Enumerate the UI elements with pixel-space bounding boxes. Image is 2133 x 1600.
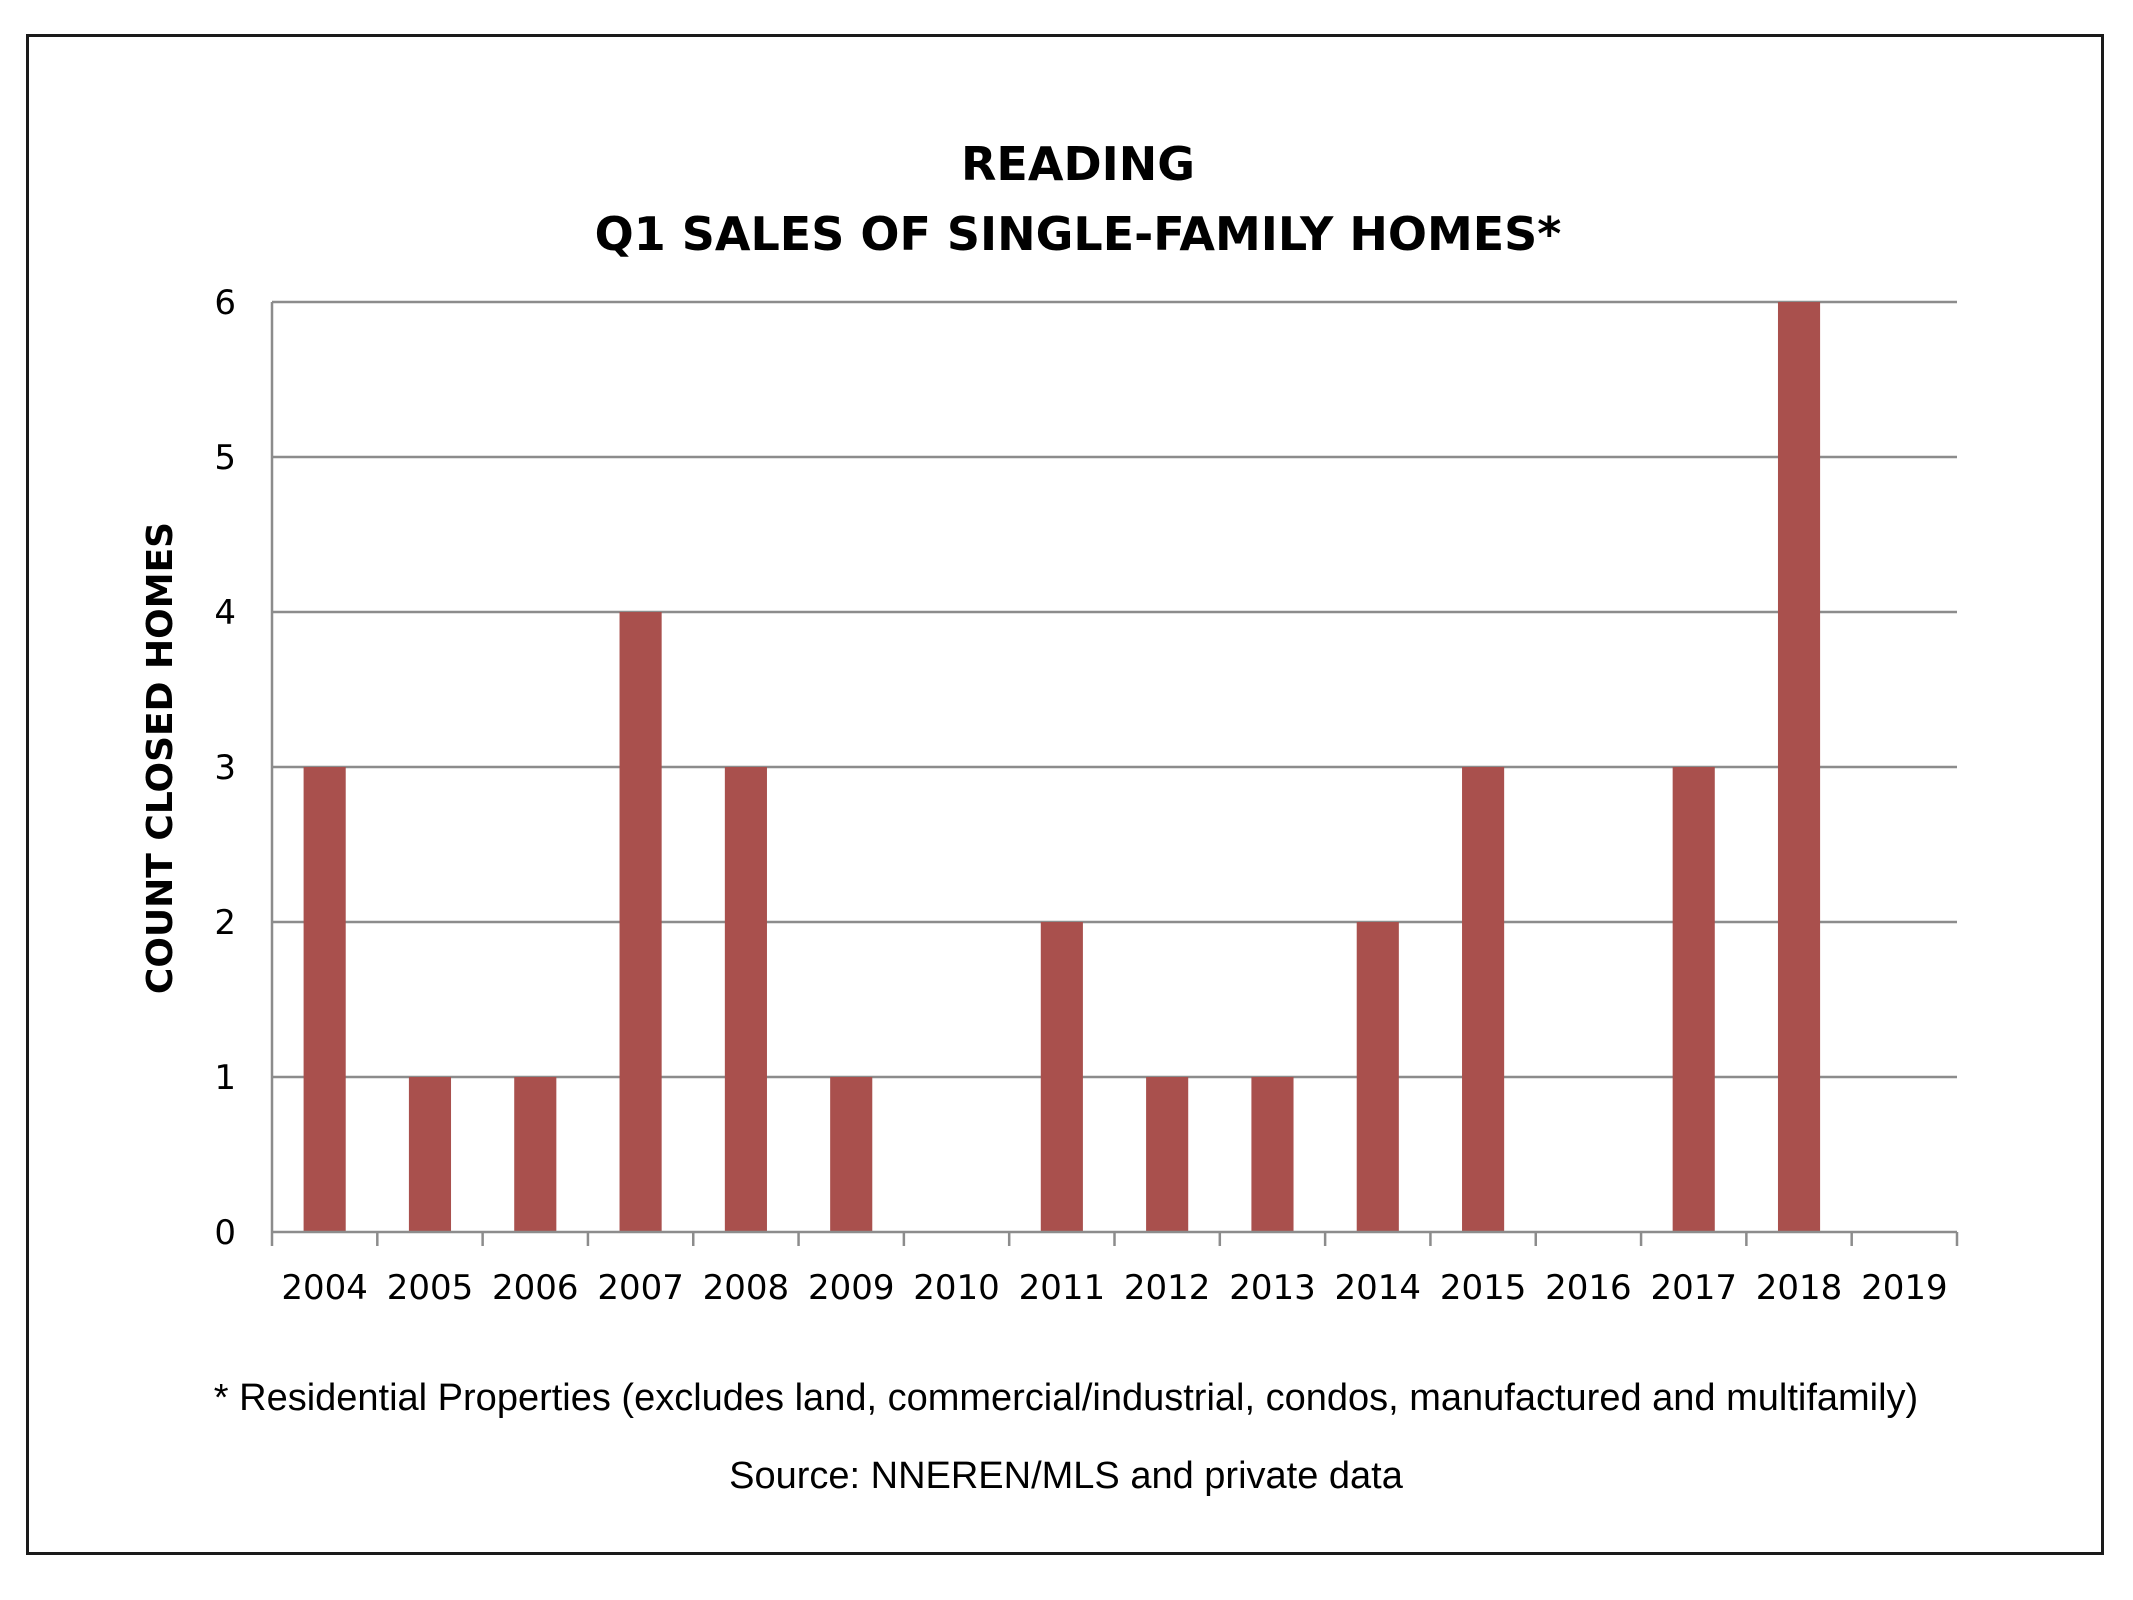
y-tick-label: 4: [214, 593, 236, 633]
x-tick-label: 2009: [808, 1268, 895, 1308]
bar-2012: [1146, 1077, 1189, 1232]
x-tick-label: 2017: [1650, 1268, 1737, 1308]
bar-2018: [1777, 302, 1821, 1232]
x-tick-label: 2013: [1229, 1268, 1316, 1308]
bar-2017: [1672, 767, 1715, 1232]
y-tick-label: 1: [214, 1058, 236, 1098]
x-tick-label: 2018: [1756, 1268, 1843, 1308]
source-note: Source: NNEREN/MLS and private data: [729, 1455, 1404, 1497]
x-tick-label: 2019: [1861, 1268, 1948, 1308]
y-tick-label: 0: [214, 1213, 236, 1253]
x-tick-label: 2014: [1335, 1268, 1422, 1308]
footnote: * Residential Properties (excludes land,…: [214, 1377, 1918, 1419]
bar-2005: [408, 1077, 452, 1232]
x-tick-label: 2008: [703, 1268, 790, 1308]
bar-2008: [724, 767, 767, 1232]
x-tick-label: 2011: [1019, 1268, 1106, 1308]
y-tick-label: 2: [214, 903, 236, 943]
x-tick-label: 2016: [1545, 1268, 1632, 1308]
bars: [303, 302, 1821, 1232]
x-tick-label: 2012: [1124, 1268, 1211, 1308]
bar-2013: [1251, 1077, 1294, 1232]
axes: [270, 302, 1959, 1246]
x-tick-labels: 2004 2005 2006 2007 2008 2009 2010 2011 2012 2013…: [281, 1268, 1947, 1308]
bar-2015: [1462, 767, 1505, 1232]
bar-2009: [830, 1077, 873, 1232]
chart-title-line-2: Q1 SALES OF SINGLE-FAMILY HOMES*: [595, 207, 1562, 261]
bar-2007: [619, 612, 662, 1232]
x-tick-label: 2007: [597, 1268, 684, 1308]
chart-frame: [26, 34, 2104, 1555]
x-tick-label: 2004: [281, 1268, 368, 1308]
y-tick-label: 3: [214, 748, 236, 788]
y-tick-label: 6: [214, 283, 236, 323]
bar-2014: [1356, 922, 1399, 1232]
x-tick-label: 2010: [913, 1268, 1000, 1308]
y-tick-labels: 0 1 2 3 4 5 6: [214, 283, 236, 1253]
x-tick-label: 2015: [1440, 1268, 1527, 1308]
bar-2011: [1040, 922, 1083, 1232]
x-tick-label: 2006: [492, 1268, 579, 1308]
bar-2004: [303, 767, 346, 1232]
x-tick-label: 2005: [387, 1268, 474, 1308]
chart-title-line-1: READING: [961, 137, 1195, 191]
y-tick-label: 5: [214, 438, 236, 478]
y-axis-label: COUNT CLOSED HOMES: [140, 522, 181, 994]
bar-2006: [514, 1077, 557, 1232]
